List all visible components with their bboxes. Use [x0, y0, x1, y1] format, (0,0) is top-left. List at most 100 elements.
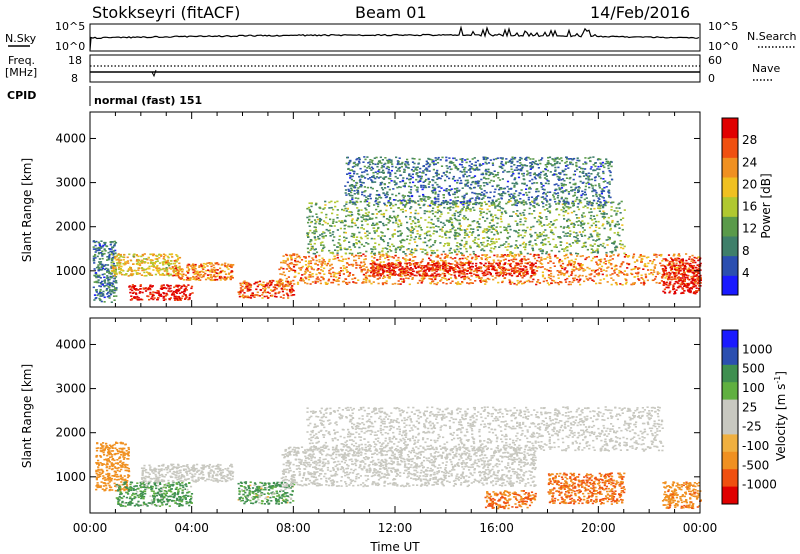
power-cell: [424, 270, 427, 272]
power-cell: [606, 281, 609, 283]
power-cell: [578, 199, 581, 201]
power-cell: [510, 268, 513, 271]
power-cell: [308, 260, 311, 263]
power-cell: [322, 244, 325, 247]
power-cell: [449, 263, 452, 265]
power-cell: [474, 168, 477, 170]
power-cell: [100, 300, 103, 303]
power-cell: [563, 226, 566, 228]
power-cell: [536, 281, 539, 283]
power-cell: [92, 286, 95, 289]
power-cell: [173, 262, 177, 265]
power-cell: [289, 290, 292, 292]
power-cell: [417, 271, 420, 274]
power-cell: [507, 263, 510, 265]
power-cell: [353, 236, 356, 238]
power-cell: [484, 279, 487, 281]
power-cell: [322, 231, 325, 233]
power-cell: [379, 273, 382, 275]
power-cell: [474, 280, 477, 282]
power-cell: [500, 162, 503, 165]
power-cell: [101, 267, 104, 269]
power-cell: [296, 263, 299, 266]
power-cell: [371, 159, 374, 162]
power-cell: [467, 208, 471, 210]
power-cell: [464, 257, 467, 259]
power-cell: [324, 200, 327, 203]
power-cell: [429, 226, 432, 229]
power-cell: [107, 282, 110, 284]
power-cell: [93, 262, 96, 264]
power-cell: [328, 258, 331, 261]
power-cell: [549, 191, 552, 193]
power-cell: [440, 213, 443, 215]
power-cell: [152, 269, 155, 271]
power-cell: [454, 204, 458, 206]
power-cell: [520, 270, 523, 272]
power-cell: [529, 268, 532, 270]
power-cell: [577, 281, 580, 283]
power-cell: [592, 280, 595, 282]
power-cell: [475, 257, 478, 260]
power-cell: [378, 264, 381, 266]
power-cell: [227, 263, 230, 266]
power-cell: [504, 162, 507, 165]
power-cell: [137, 261, 140, 263]
power-cell: [616, 223, 620, 226]
power-cell: [379, 267, 382, 269]
power-cell: [170, 274, 173, 276]
power-cell: [256, 281, 259, 283]
power-cell: [563, 199, 566, 201]
power-cell: [582, 206, 585, 209]
power-cell: [249, 297, 253, 299]
power-cell: [465, 262, 468, 264]
power-cell: [97, 276, 100, 278]
power-cell: [415, 262, 418, 264]
power-cell: [282, 261, 285, 264]
power-cell: [459, 170, 462, 173]
power-cell: [288, 283, 291, 286]
power-cell: [149, 285, 152, 288]
power-cell: [483, 237, 486, 239]
power-cell: [130, 295, 133, 297]
power-cell: [178, 288, 181, 290]
power-cell: [282, 294, 285, 296]
power-cell: [413, 200, 416, 203]
power-cell: [191, 267, 194, 270]
power-cell: [348, 246, 351, 248]
power-cell: [572, 178, 575, 181]
power-cell: [461, 252, 464, 255]
power-cell: [366, 237, 369, 240]
power-cell: [413, 274, 416, 277]
power-cell: [523, 275, 526, 277]
power-cell: [410, 254, 413, 256]
power-cell: [376, 259, 379, 261]
power-cell: [385, 270, 389, 272]
power-cell: [455, 253, 458, 256]
power-cell: [489, 262, 492, 265]
power-cell: [644, 275, 648, 278]
power-cell: [485, 178, 488, 180]
power-cell: [343, 227, 346, 230]
power-cell: [476, 220, 479, 223]
power-cell: [614, 246, 617, 249]
power-cell: [493, 254, 496, 257]
power-cell: [322, 237, 325, 239]
power-cell: [512, 194, 515, 197]
power-cell: [314, 280, 317, 283]
power-cell: [210, 276, 213, 278]
power-cell: [362, 265, 365, 267]
power-cell: [116, 264, 119, 267]
power-cell: [148, 287, 152, 290]
power-cell: [466, 282, 469, 284]
power-cell: [471, 232, 474, 234]
power-cell: [596, 251, 600, 253]
power-cell: [324, 221, 327, 224]
power-cell: [177, 266, 180, 269]
power-cell: [454, 229, 457, 232]
power-cell: [572, 263, 576, 266]
power-cell: [294, 260, 297, 263]
power-cell: [266, 291, 270, 294]
power-cell: [365, 250, 368, 253]
power-cell: [408, 181, 412, 184]
